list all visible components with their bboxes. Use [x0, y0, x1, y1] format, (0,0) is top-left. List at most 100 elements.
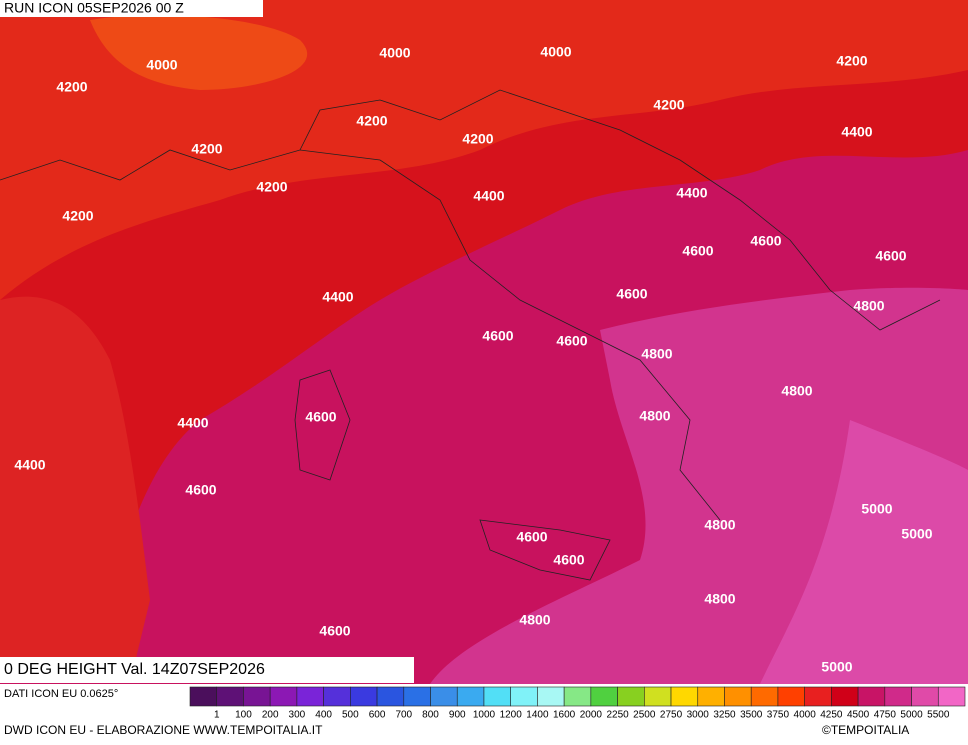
- contour-label: 4200: [256, 179, 287, 195]
- legend-tick: 500: [342, 710, 359, 721]
- legend-tick: 5000: [900, 710, 923, 721]
- legend-tick: 4250: [820, 710, 843, 721]
- legend-swatch: [563, 686, 592, 707]
- legend-swatch: [937, 686, 966, 707]
- contour-label: 4800: [704, 591, 735, 607]
- contour-label: 4400: [841, 124, 872, 140]
- run-title: RUN ICON 05SEP2026 00 Z: [4, 0, 184, 16]
- contour-label: 4200: [653, 97, 684, 113]
- legend-tick: 3750: [767, 710, 790, 721]
- legend-tick: 400: [315, 710, 332, 721]
- contour-label: 4600: [516, 529, 547, 545]
- legend-tick: 600: [369, 710, 386, 721]
- contour-label: 4200: [191, 141, 222, 157]
- contour-label: 4400: [177, 415, 208, 431]
- copyright-text: ©TEMPOITALIA: [822, 723, 909, 737]
- legend-tick: 2750: [660, 710, 683, 721]
- contour-label: 4600: [556, 333, 587, 349]
- legend-swatch: [243, 686, 271, 707]
- legend-tick: 100: [235, 710, 252, 721]
- contour-label: 4000: [540, 44, 571, 60]
- contour-label: 4600: [305, 409, 336, 425]
- legend-swatch: [189, 686, 218, 707]
- contour-label: 4600: [482, 328, 513, 344]
- legend-swatch: [777, 686, 805, 707]
- legend-tick: 1000: [473, 710, 496, 721]
- legend-swatch: [884, 686, 912, 707]
- legend-swatch: [857, 686, 886, 707]
- contour-label: 4200: [62, 208, 93, 224]
- contour-label: 5000: [861, 501, 892, 517]
- contour-label: 4400: [322, 289, 353, 305]
- legend-tick: 4750: [874, 710, 897, 721]
- legend-swatch: [617, 686, 645, 707]
- legend-swatch: [750, 686, 779, 707]
- legend-swatch: [804, 686, 832, 707]
- legend-swatch: [216, 686, 244, 707]
- legend-swatch: [911, 686, 939, 707]
- legend-swatch: [403, 686, 431, 707]
- contour-label: 4800: [704, 517, 735, 533]
- legend-tick: 300: [289, 710, 306, 721]
- legend-swatch: [670, 686, 699, 707]
- credit-text: DWD ICON EU - ELABORAZIONE WWW.TEMPOITAL…: [4, 723, 323, 737]
- legend-tick: 5500: [927, 710, 950, 721]
- legend-tick: 3000: [687, 710, 710, 721]
- legend-swatch: [831, 686, 859, 707]
- legend-tick: 2250: [606, 710, 629, 721]
- contour-label: 4600: [682, 243, 713, 259]
- legend-swatch: [430, 686, 458, 707]
- contour-label: 4800: [781, 383, 812, 399]
- legend-swatch: [323, 686, 351, 707]
- legend-swatch: [724, 686, 752, 707]
- legend-swatch: [456, 686, 485, 707]
- field-title: 0 DEG HEIGHT Val. 14Z07SEP2026: [4, 661, 265, 678]
- legend-tick: 4500: [847, 710, 870, 721]
- legend-swatch: [296, 686, 324, 707]
- legend-tick: 1600: [553, 710, 576, 721]
- legend-tick: 1200: [500, 710, 523, 721]
- legend: 1 100 200 300 400 500 600 700 800 900 1000 1200 1400…: [189, 686, 966, 721]
- contour-label: 5000: [821, 659, 852, 675]
- legend-tick: 4000: [794, 710, 817, 721]
- contour-label: 4600: [553, 552, 584, 568]
- contour-label: 4600: [750, 233, 781, 249]
- legend-tick: 900: [449, 710, 466, 721]
- legend-swatch: [376, 686, 405, 707]
- contour-label: 4600: [319, 623, 350, 639]
- legend-tick: 1: [214, 710, 220, 721]
- contour-label: 4000: [146, 57, 177, 73]
- legend-swatch: [590, 686, 618, 707]
- contour-labels: 4000 4000 4000 4200 4200 4200 4200 4200 4200 4400…: [14, 44, 932, 675]
- legend-tick: 700: [395, 710, 412, 721]
- contour-label: 4800: [641, 346, 672, 362]
- field-title-box: [0, 657, 414, 683]
- legend-tick: 3250: [713, 710, 736, 721]
- legend-swatch: [483, 686, 511, 707]
- legend-swatch: [269, 686, 298, 707]
- contour-label: 4400: [473, 188, 504, 204]
- legend-tick: 800: [422, 710, 439, 721]
- legend-swatch: [350, 686, 378, 707]
- legend-tick: 2500: [633, 710, 656, 721]
- contour-label: 4000: [379, 45, 410, 61]
- contour-label: 4800: [519, 612, 550, 628]
- legend-tick: 1400: [526, 710, 549, 721]
- contour-label: 4400: [676, 185, 707, 201]
- map-background: [0, 0, 968, 684]
- source-text: DATI ICON EU 0.0625°: [4, 688, 118, 700]
- contour-label: 4400: [14, 457, 45, 473]
- legend-tick: 2000: [580, 710, 603, 721]
- legend-swatch: [537, 686, 565, 707]
- contour-label: 4600: [875, 248, 906, 264]
- legend-swatch: [510, 686, 538, 707]
- contour-label: 4200: [356, 113, 387, 129]
- contour-label: 4200: [462, 131, 493, 147]
- header-box: [0, 0, 263, 17]
- contour-label: 5000: [901, 526, 932, 542]
- contour-label: 4200: [56, 79, 87, 95]
- contour-label: 4800: [639, 408, 670, 424]
- legend-tick: 200: [262, 710, 279, 721]
- legend-swatch: [697, 686, 725, 707]
